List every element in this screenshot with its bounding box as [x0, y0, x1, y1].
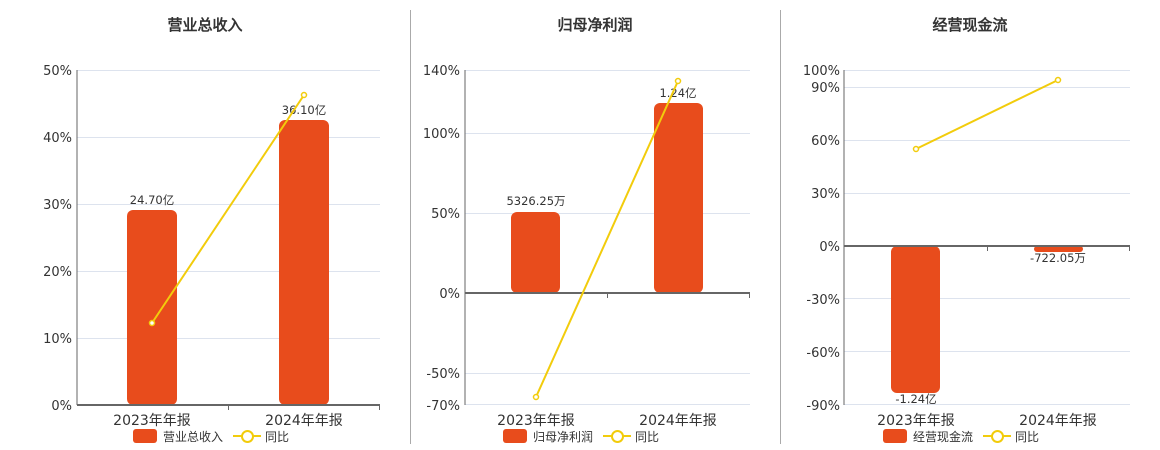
- legend-line-label[interactable]: 同比: [635, 429, 660, 444]
- grid-lines: [77, 70, 380, 339]
- chart-panel-revenue: 营业总收入 50% 40% 30% 20% 10% 0% 24.70亿 36.1…: [0, 0, 410, 450]
- yoy-line: [915, 79, 1059, 150]
- legend-bar-label[interactable]: 经营现金流: [913, 429, 974, 444]
- bar-2023[interactable]: [127, 210, 177, 405]
- grid-lines: [844, 70, 1130, 405]
- chart-title: 归母净利润: [557, 16, 633, 34]
- bar-2024[interactable]: [279, 120, 329, 405]
- yoy-line: [151, 94, 305, 324]
- yoy-point-2024[interactable]: [1054, 76, 1062, 84]
- yoy-point-2023[interactable]: [148, 319, 156, 327]
- bar-label-2023: -1.24亿: [895, 392, 936, 406]
- bar-label-2023: 5326.25万: [506, 194, 565, 208]
- legend: 归母净利润 同比: [503, 428, 659, 444]
- legend-bar-swatch[interactable]: [133, 429, 157, 443]
- legend-line-label[interactable]: 同比: [265, 429, 290, 444]
- chart-title: 经营现金流: [932, 16, 1008, 34]
- svg-text:0%: 0%: [51, 399, 72, 414]
- yoy-point-2024[interactable]: [674, 77, 682, 85]
- svg-text:50%: 50%: [43, 64, 72, 79]
- svg-text:-50%: -50%: [426, 367, 460, 382]
- x-label-2024: 2024年年报: [639, 413, 717, 429]
- svg-text:140%: 140%: [423, 64, 460, 79]
- legend: 经营现金流 同比: [883, 428, 1039, 444]
- bar-label-2023: 24.70亿: [130, 193, 174, 207]
- legend: 营业总收入 同比: [133, 428, 289, 444]
- legend-line-label[interactable]: 同比: [1015, 429, 1040, 444]
- y-axis-ticks: 140% 100% 50% 0% -50% -70%: [423, 64, 460, 414]
- bar-label-2024: 36.10亿: [282, 103, 326, 117]
- bar-2023[interactable]: [511, 212, 560, 293]
- svg-text:-70%: -70%: [426, 399, 460, 414]
- bar-2024[interactable]: [1034, 246, 1083, 252]
- svg-text:90%: 90%: [811, 81, 840, 96]
- svg-text:0%: 0%: [439, 287, 460, 302]
- yoy-point-2023[interactable]: [532, 393, 540, 401]
- legend-bar-label[interactable]: 营业总收入: [163, 429, 224, 444]
- legend-line-swatch[interactable]: [983, 429, 1012, 443]
- x-label-2023: 2023年年报: [497, 413, 575, 429]
- yoy-point-2023[interactable]: [912, 145, 920, 153]
- svg-text:30%: 30%: [811, 187, 840, 202]
- svg-text:30%: 30%: [43, 198, 72, 213]
- svg-text:50%: 50%: [431, 207, 460, 222]
- chart-title: 营业总收入: [167, 16, 243, 34]
- panel-divider: [410, 10, 411, 444]
- y-axis-ticks: 100% 90% 60% 30% 0% -30% -60% -90%: [803, 64, 840, 414]
- x-label-2024: 2024年年报: [265, 413, 343, 429]
- legend-bar-swatch[interactable]: [883, 429, 907, 443]
- svg-text:-90%: -90%: [806, 399, 840, 414]
- revenue-chart: 50% 40% 30% 20% 10% 0% 24.70亿 36.10亿 202…: [43, 64, 380, 429]
- svg-text:0%: 0%: [819, 240, 840, 255]
- bar-2024[interactable]: [654, 103, 703, 293]
- panel-divider: [780, 10, 781, 444]
- x-label-2024: 2024年年报: [1019, 413, 1097, 429]
- x-label-2023: 2023年年报: [113, 413, 191, 429]
- yoy-line: [535, 80, 679, 398]
- svg-text:10%: 10%: [43, 332, 72, 347]
- bar-label-2024: -722.05万: [1030, 251, 1086, 265]
- yoy-point-2024[interactable]: [300, 91, 308, 99]
- bar-label-2024: 1.24亿: [659, 86, 696, 100]
- x-label-2023: 2023年年报: [877, 413, 955, 429]
- legend-line-swatch[interactable]: [233, 429, 262, 443]
- svg-text:60%: 60%: [811, 134, 840, 149]
- grid-lines: [465, 70, 750, 405]
- svg-text:-30%: -30%: [806, 293, 840, 308]
- svg-text:100%: 100%: [423, 127, 460, 142]
- legend-line-swatch[interactable]: [603, 429, 632, 443]
- legend-bar-label[interactable]: 归母净利润: [533, 429, 594, 444]
- svg-text:100%: 100%: [803, 64, 840, 79]
- svg-text:20%: 20%: [43, 265, 72, 280]
- legend-bar-swatch[interactable]: [503, 429, 527, 443]
- bar-2023[interactable]: [891, 246, 940, 393]
- y-axis-ticks: 50% 40% 30% 20% 10% 0%: [43, 64, 72, 414]
- svg-text:-60%: -60%: [806, 346, 840, 361]
- svg-text:40%: 40%: [43, 131, 72, 146]
